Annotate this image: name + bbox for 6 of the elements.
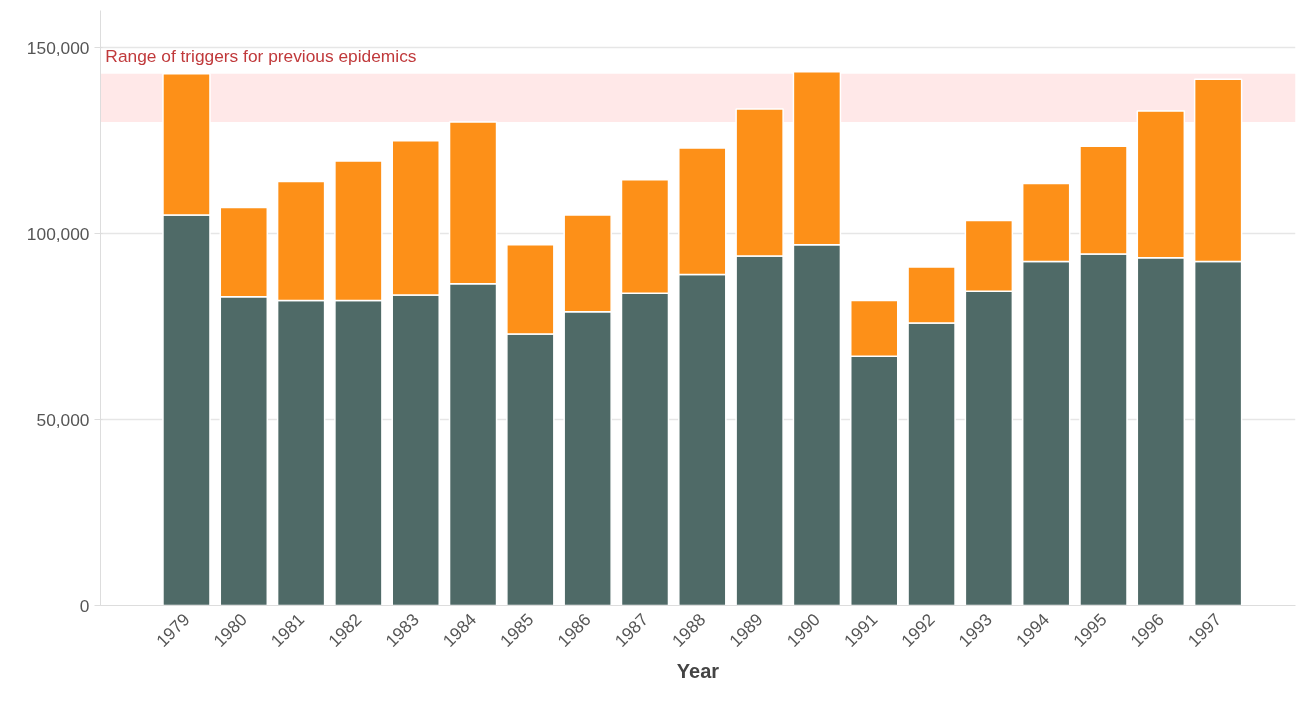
band-label: Range of triggers for previous epidemics (105, 45, 417, 66)
y-tick-label: 0 (79, 595, 90, 616)
y-tick-label: 150,000 (26, 37, 90, 58)
y-tick-label: 100,000 (26, 223, 90, 244)
y-tick-label: 50,000 (36, 409, 90, 430)
x-axis-title: Year (676, 660, 720, 683)
